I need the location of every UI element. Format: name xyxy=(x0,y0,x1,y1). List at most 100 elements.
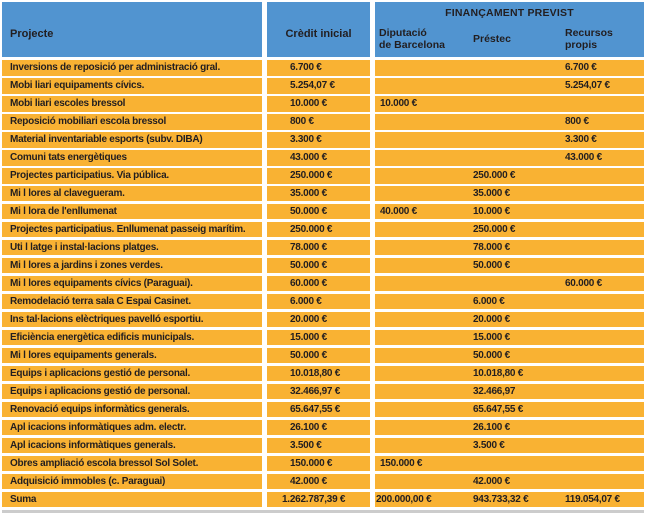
table-row: Inversions de reposició per administraci… xyxy=(2,60,644,76)
table-row: Obres ampliació escola bressol Sol Solet… xyxy=(2,455,644,472)
project-cell: Equips i aplicacions gestió de personal. xyxy=(2,383,262,400)
recursos-value xyxy=(563,96,644,112)
diputacio-value xyxy=(375,348,470,364)
credit-cell: 250.000 € xyxy=(267,221,370,238)
recursos-value xyxy=(563,474,644,490)
project-cell: Projectes participatius. Enllumenat pass… xyxy=(2,221,262,238)
diputacio-value xyxy=(375,78,470,94)
credit-cell: 800 € xyxy=(267,113,370,130)
prestec-value: 50.000 € xyxy=(473,260,510,272)
credit-cell: 150.000 € xyxy=(267,455,370,472)
credit-cell: 50.000 € xyxy=(267,203,370,220)
project-name: Mi l lores equipaments generals. xyxy=(10,350,157,362)
credit-cell: 3.500 € xyxy=(267,437,370,454)
financing-cell: 50.000 € xyxy=(375,257,644,274)
recursos-value xyxy=(563,240,644,256)
prestec-value: 42.000 € xyxy=(473,475,510,487)
project-cell: Projectes participatius. Via pública. xyxy=(2,167,262,184)
credit-value: 250.000 € xyxy=(290,170,333,182)
credit-cell: 50.000 € xyxy=(267,257,370,274)
table-header-row: Projecte Crèdit inicial FINANÇAMENT PREV… xyxy=(2,2,644,57)
table-row: Apl icacions informàtiques generals. 3.5… xyxy=(2,437,644,454)
credit-cell: 50.000 € xyxy=(267,347,370,364)
financing-cell: 250.000 € xyxy=(375,221,644,238)
prestec-value: 65.647,55 € xyxy=(473,404,524,415)
prestec-value: 50.000 € xyxy=(473,350,510,362)
recursos-value: 43.000 € xyxy=(565,152,602,164)
prestec-value: 3.500 € xyxy=(473,439,505,451)
diputacio-value xyxy=(375,438,470,454)
credit-value: 800 € xyxy=(290,116,314,128)
prestec-value xyxy=(470,456,563,472)
table-row: Equips i aplicacions gestió de personal.… xyxy=(2,365,644,382)
prestec-value: 250.000 € xyxy=(473,170,516,182)
project-cell: Mi l lores equipaments cívics (Paraguai)… xyxy=(2,275,262,292)
credit-value: 60.000 € xyxy=(290,278,327,290)
recursos-value: 6.700 € xyxy=(565,62,597,74)
financing-cell: 43.000 € xyxy=(375,149,644,166)
project-cell: Mi l lores equipaments generals. xyxy=(2,347,262,364)
header-credit-label: Crèdit inicial xyxy=(285,27,352,40)
diputacio-value xyxy=(375,186,470,202)
credit-cell: 65.647,55 € xyxy=(267,401,370,418)
project-name: Eficiència energètica edificis municipal… xyxy=(10,332,195,344)
credit-value: 250.000 € xyxy=(290,224,333,236)
financing-cell: 150.000 € xyxy=(375,455,644,472)
credit-value: 35.000 € xyxy=(290,188,327,200)
project-cell: Material inventariable esports (subv. DI… xyxy=(2,131,262,148)
recursos-value: 5.254,07 € xyxy=(565,80,610,92)
recursos-value xyxy=(563,420,644,436)
project-cell: Renovació equips informàtics generals. xyxy=(2,401,262,418)
table-body: Inversions de reposició per administraci… xyxy=(2,60,644,490)
credit-cell: 32.466,97 € xyxy=(267,383,370,400)
prestec-value xyxy=(470,78,563,94)
diputacio-value xyxy=(375,60,470,76)
financing-cell: 15.000 € xyxy=(375,329,644,346)
header-cell-financing-group: FINANÇAMENT PREVIST Diputació de Barcelo… xyxy=(375,2,644,57)
project-cell: Apl icacions informàtiques generals. xyxy=(2,437,262,454)
recursos-value xyxy=(563,258,644,274)
financing-cell: 32.466,97 xyxy=(375,383,644,400)
project-name: Renovació equips informàtics generals. xyxy=(10,404,190,415)
diputacio-value: 40.000 € xyxy=(380,206,417,218)
project-name: Apl icacions informàtiques adm. electr. xyxy=(10,421,186,433)
financing-group-title: FINANÇAMENT PREVIST xyxy=(445,7,574,19)
credit-cell: 5.254,07 € xyxy=(267,77,370,94)
header-project-label: Projecte xyxy=(10,27,54,40)
recursos-value xyxy=(563,204,644,220)
credit-value: 10.018,80 € xyxy=(290,368,341,380)
diputacio-value xyxy=(375,132,470,148)
total-row: Suma 1.262.787,39 € 200.000,00 € 943.733… xyxy=(2,491,644,508)
diputacio-value xyxy=(375,150,470,166)
project-cell: Remodelació terra sala C Espai Casinet. xyxy=(2,293,262,310)
prestec-value: 35.000 € xyxy=(473,188,510,200)
financing-cell: 60.000 € xyxy=(375,275,644,292)
table-row: Material inventariable esports (subv. DI… xyxy=(2,131,644,148)
prestec-value xyxy=(470,96,563,112)
prestec-value xyxy=(470,150,563,166)
financing-cell: 800 € xyxy=(375,113,644,130)
prestec-value: 15.000 € xyxy=(473,332,510,344)
financing-cell: 250.000 € xyxy=(375,167,644,184)
total-diputacio-value: 200.000,00 € xyxy=(376,493,432,505)
project-cell: Mobi liari equipaments cívics. xyxy=(2,77,262,94)
project-name: Mi l lores a jardins i zones verdes. xyxy=(10,260,163,272)
credit-value: 10.000 € xyxy=(290,98,327,110)
prestec-value xyxy=(470,132,563,148)
financing-cell: 10.018,80 € xyxy=(375,365,644,382)
project-name: Mobi liari escoles bressol xyxy=(10,98,126,110)
prestec-value: 26.100 € xyxy=(473,421,510,433)
financing-cell: 40.000 € 10.000 € xyxy=(375,203,644,220)
project-cell: Adquisició immobles (c. Paraguai) xyxy=(2,473,262,490)
diputacio-value xyxy=(375,384,470,400)
project-name: Equips i aplicacions gestió de personal. xyxy=(10,386,191,398)
credit-value: 20.000 € xyxy=(290,314,327,326)
project-cell: Mobi liari escoles bressol xyxy=(2,95,262,112)
prestec-value: 32.466,97 xyxy=(473,386,516,398)
financing-cell: 3.500 € xyxy=(375,437,644,454)
financing-cell: 35.000 € xyxy=(375,185,644,202)
prestec-value: 250.000 € xyxy=(473,224,516,236)
table-row: Adquisició immobles (c. Paraguai) 42.000… xyxy=(2,473,644,490)
table-row: Mi l lores equipaments cívics (Paraguai)… xyxy=(2,275,644,292)
project-name: Apl icacions informàtiques generals. xyxy=(10,439,176,451)
